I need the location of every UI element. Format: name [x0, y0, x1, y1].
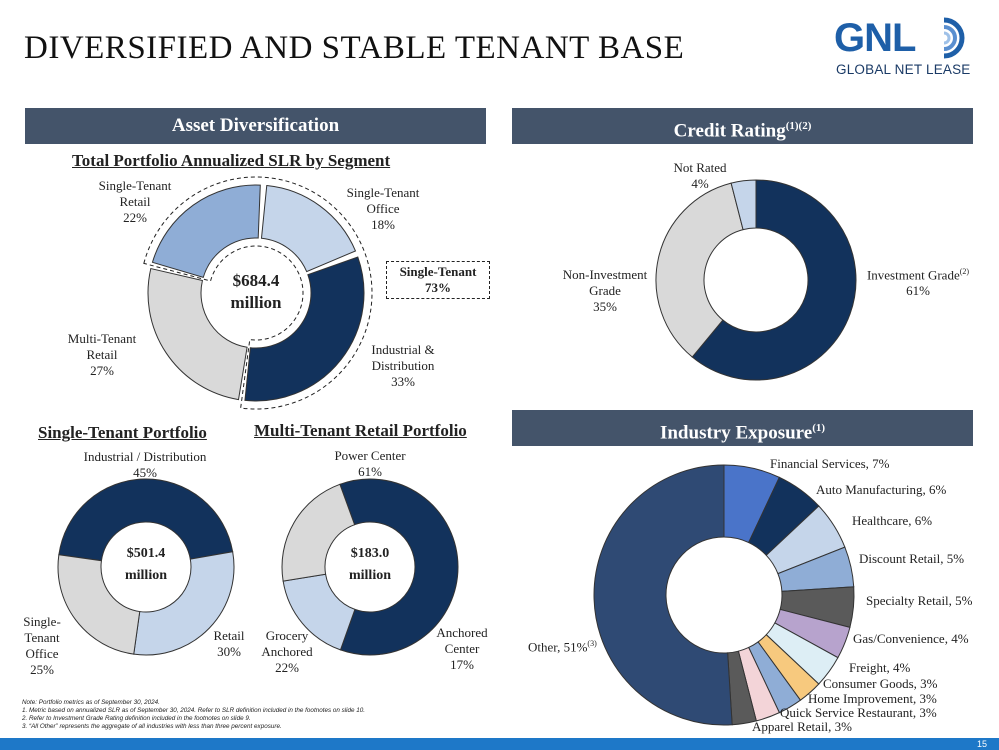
footer-bar	[0, 738, 999, 750]
company-logo: GNL GLOBAL NET LEASE	[832, 16, 982, 80]
slice-power-center	[339, 478, 459, 656]
asset-donut-chart	[143, 176, 373, 410]
asset-heading: Total Portfolio Annualized SLR by Segmen…	[72, 151, 391, 170]
label-st-retail-portfolio: Retail 30%	[213, 628, 245, 659]
industry-label-6: Freight, 4%	[849, 660, 911, 675]
industry-label-2: Healthcare, 6%	[852, 513, 933, 528]
industry-label-5: Gas/Convenience, 4%	[853, 631, 969, 646]
credit-donut-chart	[655, 179, 857, 381]
industry-donut-chart	[593, 464, 855, 726]
label-st-retail: Single-Tenant Retail 22%	[98, 178, 172, 225]
slice-single-tenant-office	[260, 184, 357, 273]
slice-investment-grade	[691, 179, 857, 381]
label-power-center: Power Center 61%	[334, 448, 406, 479]
slice-single-tenant-office	[57, 554, 141, 655]
industry-bar-sup: (1)	[812, 422, 826, 434]
slice-industrial-distribution	[244, 256, 365, 402]
logo-subtitle: GLOBAL NET LEASE	[836, 62, 971, 77]
industry-label-3: Discount Retail, 5%	[859, 551, 965, 566]
mt-center-value: $183.0 million	[348, 546, 391, 583]
label-st-office-portfolio: Single- Tenant Office 25%	[23, 614, 61, 677]
logo-swirl-icon	[943, 17, 965, 59]
page-number: 15	[976, 739, 987, 749]
asset-diversification-bar: Asset Diversification	[25, 108, 486, 144]
industry-label-10: Apparel Retail, 3%	[752, 719, 852, 734]
footnote-2: 2. Refer to Investment Grade Rating defi…	[22, 715, 251, 722]
asset-center-value: $684.4 million	[206, 270, 306, 314]
slice-retail	[133, 551, 235, 656]
industry-label-1: Auto Manufacturing, 6%	[816, 482, 947, 497]
label-multi-tenant: Multi-Tenant Retail 27%	[67, 331, 137, 378]
label-non-investment: Non-Investment Grade 35%	[562, 267, 648, 314]
industry-label-0: Financial Services, 7%	[770, 456, 890, 471]
asset-bar-label: Asset Diversification	[171, 115, 340, 136]
st-center-value: $501.4 million	[124, 546, 167, 583]
industry-label-4: Specialty Retail, 5%	[866, 593, 973, 608]
label-st-industrial: Industrial / Distribution 45%	[83, 449, 207, 480]
credit-rating-bar: Credit Rating(1)(2)	[512, 108, 973, 144]
label-st-office: Single-Tenant Office 18%	[346, 185, 420, 232]
single-tenant-heading: Single-Tenant Portfolio	[38, 423, 207, 442]
credit-bar-sup: (1)(2)	[785, 120, 812, 132]
industry-label-7: Consumer Goods, 3%	[823, 676, 938, 691]
logo-brand: GNL	[834, 16, 916, 60]
slice-not-rated	[730, 179, 757, 231]
industry-exposure-bar: Industry Exposure(1)	[512, 410, 973, 446]
industry-bar-label: Industry Exposure	[659, 422, 813, 444]
footnotes: Note: Portfolio metrics as of September …	[22, 699, 365, 731]
single-tenant-box-value: 73%	[425, 280, 451, 295]
label-not-rated: Not Rated 4%	[673, 160, 727, 191]
industry-label-8: Home Improvement, 3%	[808, 691, 937, 706]
single-tenant-total-box: Single-Tenant 73%	[386, 261, 490, 299]
slice-grocery-anchored	[281, 483, 356, 582]
slice-multi-tenant-retail	[147, 267, 248, 401]
label-grocery-anchored: Grocery Anchored 22%	[261, 628, 313, 675]
single-tenant-dashed-outline	[143, 176, 373, 410]
footnote-note: Note: Portfolio metrics as of September …	[22, 699, 160, 706]
multi-tenant-heading: Multi-Tenant Retail Portfolio	[254, 421, 467, 440]
page-title: DIVERSIFIED AND STABLE TENANT BASE	[24, 30, 685, 66]
asset-center-amount: $684.4	[232, 271, 280, 290]
single-tenant-box-label: Single-Tenant	[399, 264, 477, 279]
label-investment-grade: Investment Grade(2) 61%	[866, 267, 970, 299]
slice-single-tenant-retail	[151, 184, 261, 278]
multi-tenant-donut-chart	[281, 478, 459, 656]
slice-non-investment-grade	[655, 182, 744, 358]
footnote-1: 1. Metric based on annualized SLR as of …	[22, 707, 366, 714]
single-tenant-donut-chart	[57, 478, 235, 656]
industry-label-9: Quick Service Restaurant, 3%	[780, 705, 937, 720]
label-other: Other, 51%(3)	[528, 639, 597, 655]
footnote-3: 3. “All Other” represents the aggregate …	[22, 723, 282, 730]
slice-other	[593, 464, 733, 726]
slice-industrial-distribution	[58, 478, 234, 562]
label-anchored-center: Anchored Center 17%	[436, 625, 488, 672]
label-industrial: Industrial & Distribution 33%	[371, 342, 435, 389]
asset-center-unit: million	[230, 293, 282, 312]
credit-bar-label: Credit Rating	[673, 120, 786, 142]
